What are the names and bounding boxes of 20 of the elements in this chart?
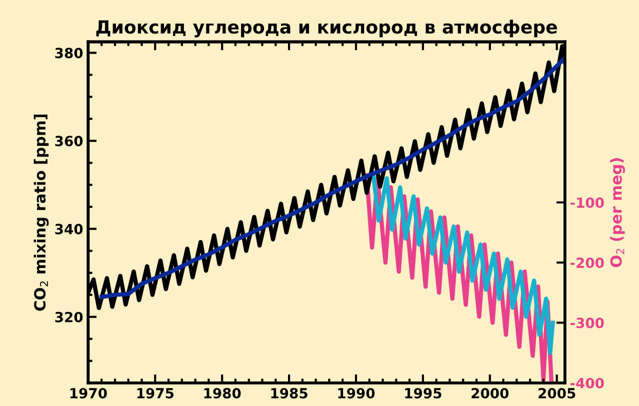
x-tick-label: 1975: [137, 388, 174, 398]
y-tick-label: 320: [55, 312, 83, 322]
chart-title: Диоксид углерода и кислород в атмосфере: [96, 20, 557, 38]
y-tick-label: 340: [55, 224, 83, 234]
y2-tick-label: -100: [570, 197, 604, 208]
y2-tick-label: -200: [570, 258, 604, 268]
y2-tick-label: -300: [570, 318, 604, 328]
x-tick-label: 1995: [405, 388, 442, 398]
x-tick-label: 1980: [204, 388, 241, 398]
line-series: [371, 173, 555, 355]
x-tick-label: 2000: [472, 388, 509, 398]
x-tick-label: 1985: [271, 388, 308, 398]
y-tick-label: 360: [55, 136, 83, 146]
x-tick-label: 2005: [538, 388, 576, 398]
x-tick-label: 1970: [70, 388, 107, 398]
y2-axis-title: O$_{2}$ (per meg): [610, 158, 625, 268]
y-tick-label: 380: [55, 48, 83, 58]
y-axis-title: CO$_{2}$ mixing ratio [ppm]: [34, 114, 49, 311]
y2-tick-label: -400: [570, 378, 604, 388]
x-tick-label: 1990: [338, 388, 375, 398]
